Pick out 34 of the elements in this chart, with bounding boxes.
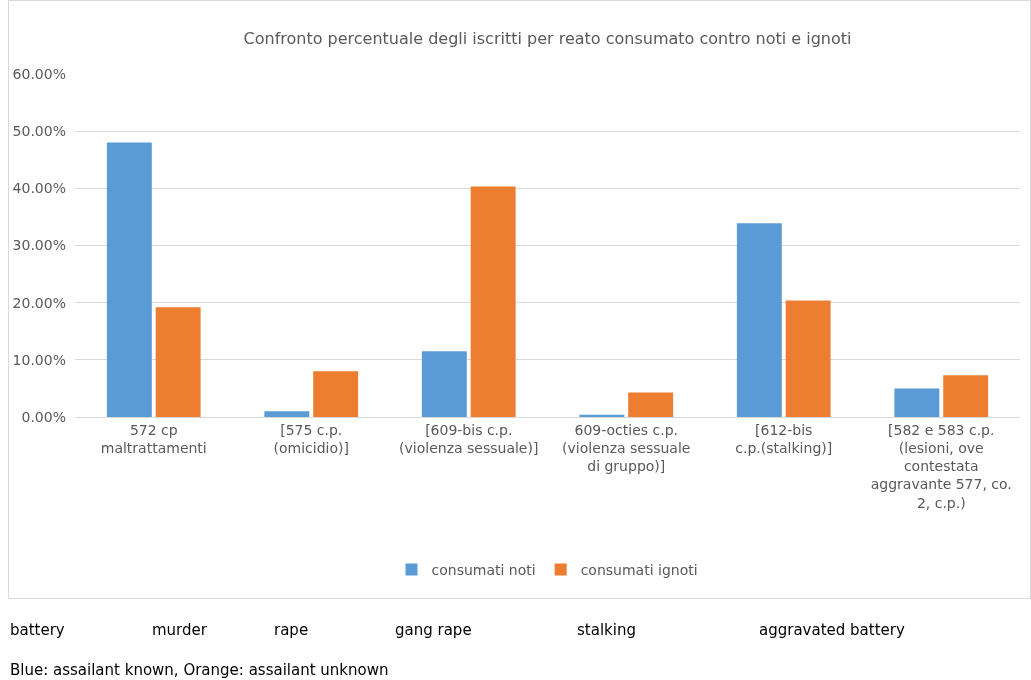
bar — [264, 411, 310, 417]
x-tick-label: [575 c.p. (omicidio)] — [273, 421, 349, 456]
bar — [313, 371, 359, 417]
text: stalking — [577, 621, 636, 639]
bar — [628, 392, 674, 417]
bar — [470, 186, 516, 417]
legend-label: consumati noti — [431, 562, 536, 579]
x-tick-label: 572 cp maltrattamenti — [100, 421, 207, 456]
text: murder — [152, 621, 208, 639]
x-tick-label: 609-octies c.p. (violenza sessuale di gruppo)] — [562, 421, 691, 475]
bar — [943, 375, 989, 417]
bar — [106, 142, 152, 417]
y-tick-label: 10.00% — [12, 351, 66, 368]
text: aggravated battery — [759, 621, 905, 639]
text: gang rape — [395, 621, 472, 639]
legend-label: consumati ignoti — [580, 562, 698, 579]
x-tick-label: [582 e 583 c.p. (lesioni, ove contestata aggravante 577, co. 2, c.p.) — [870, 421, 1012, 511]
x-tick-label: [609-bis c.p. (violenza sessuale)] — [399, 421, 539, 456]
chart-title: Confronto percentuale degli iscritti per reato consumato contro noti e ignoti — [243, 28, 852, 48]
y-tick-label: 20.00% — [12, 294, 66, 311]
y-tick-label: 50.00% — [12, 123, 66, 140]
text: battery — [10, 621, 65, 639]
text: Blue: assailant known, Orange: assailant unknown — [10, 661, 389, 679]
y-tick-label: 0.00% — [21, 408, 66, 425]
bar — [736, 223, 782, 417]
bar — [894, 388, 940, 417]
bar — [421, 351, 467, 417]
bar — [155, 307, 201, 417]
y-tick-label: 30.00% — [12, 237, 66, 254]
y-tick-label: 40.00% — [12, 180, 66, 197]
y-tick-label: 60.00% — [12, 65, 66, 82]
x-tick-label: [612-bis c.p.(stalking)] — [735, 421, 833, 456]
bar — [785, 300, 831, 417]
text: rape — [274, 621, 309, 639]
